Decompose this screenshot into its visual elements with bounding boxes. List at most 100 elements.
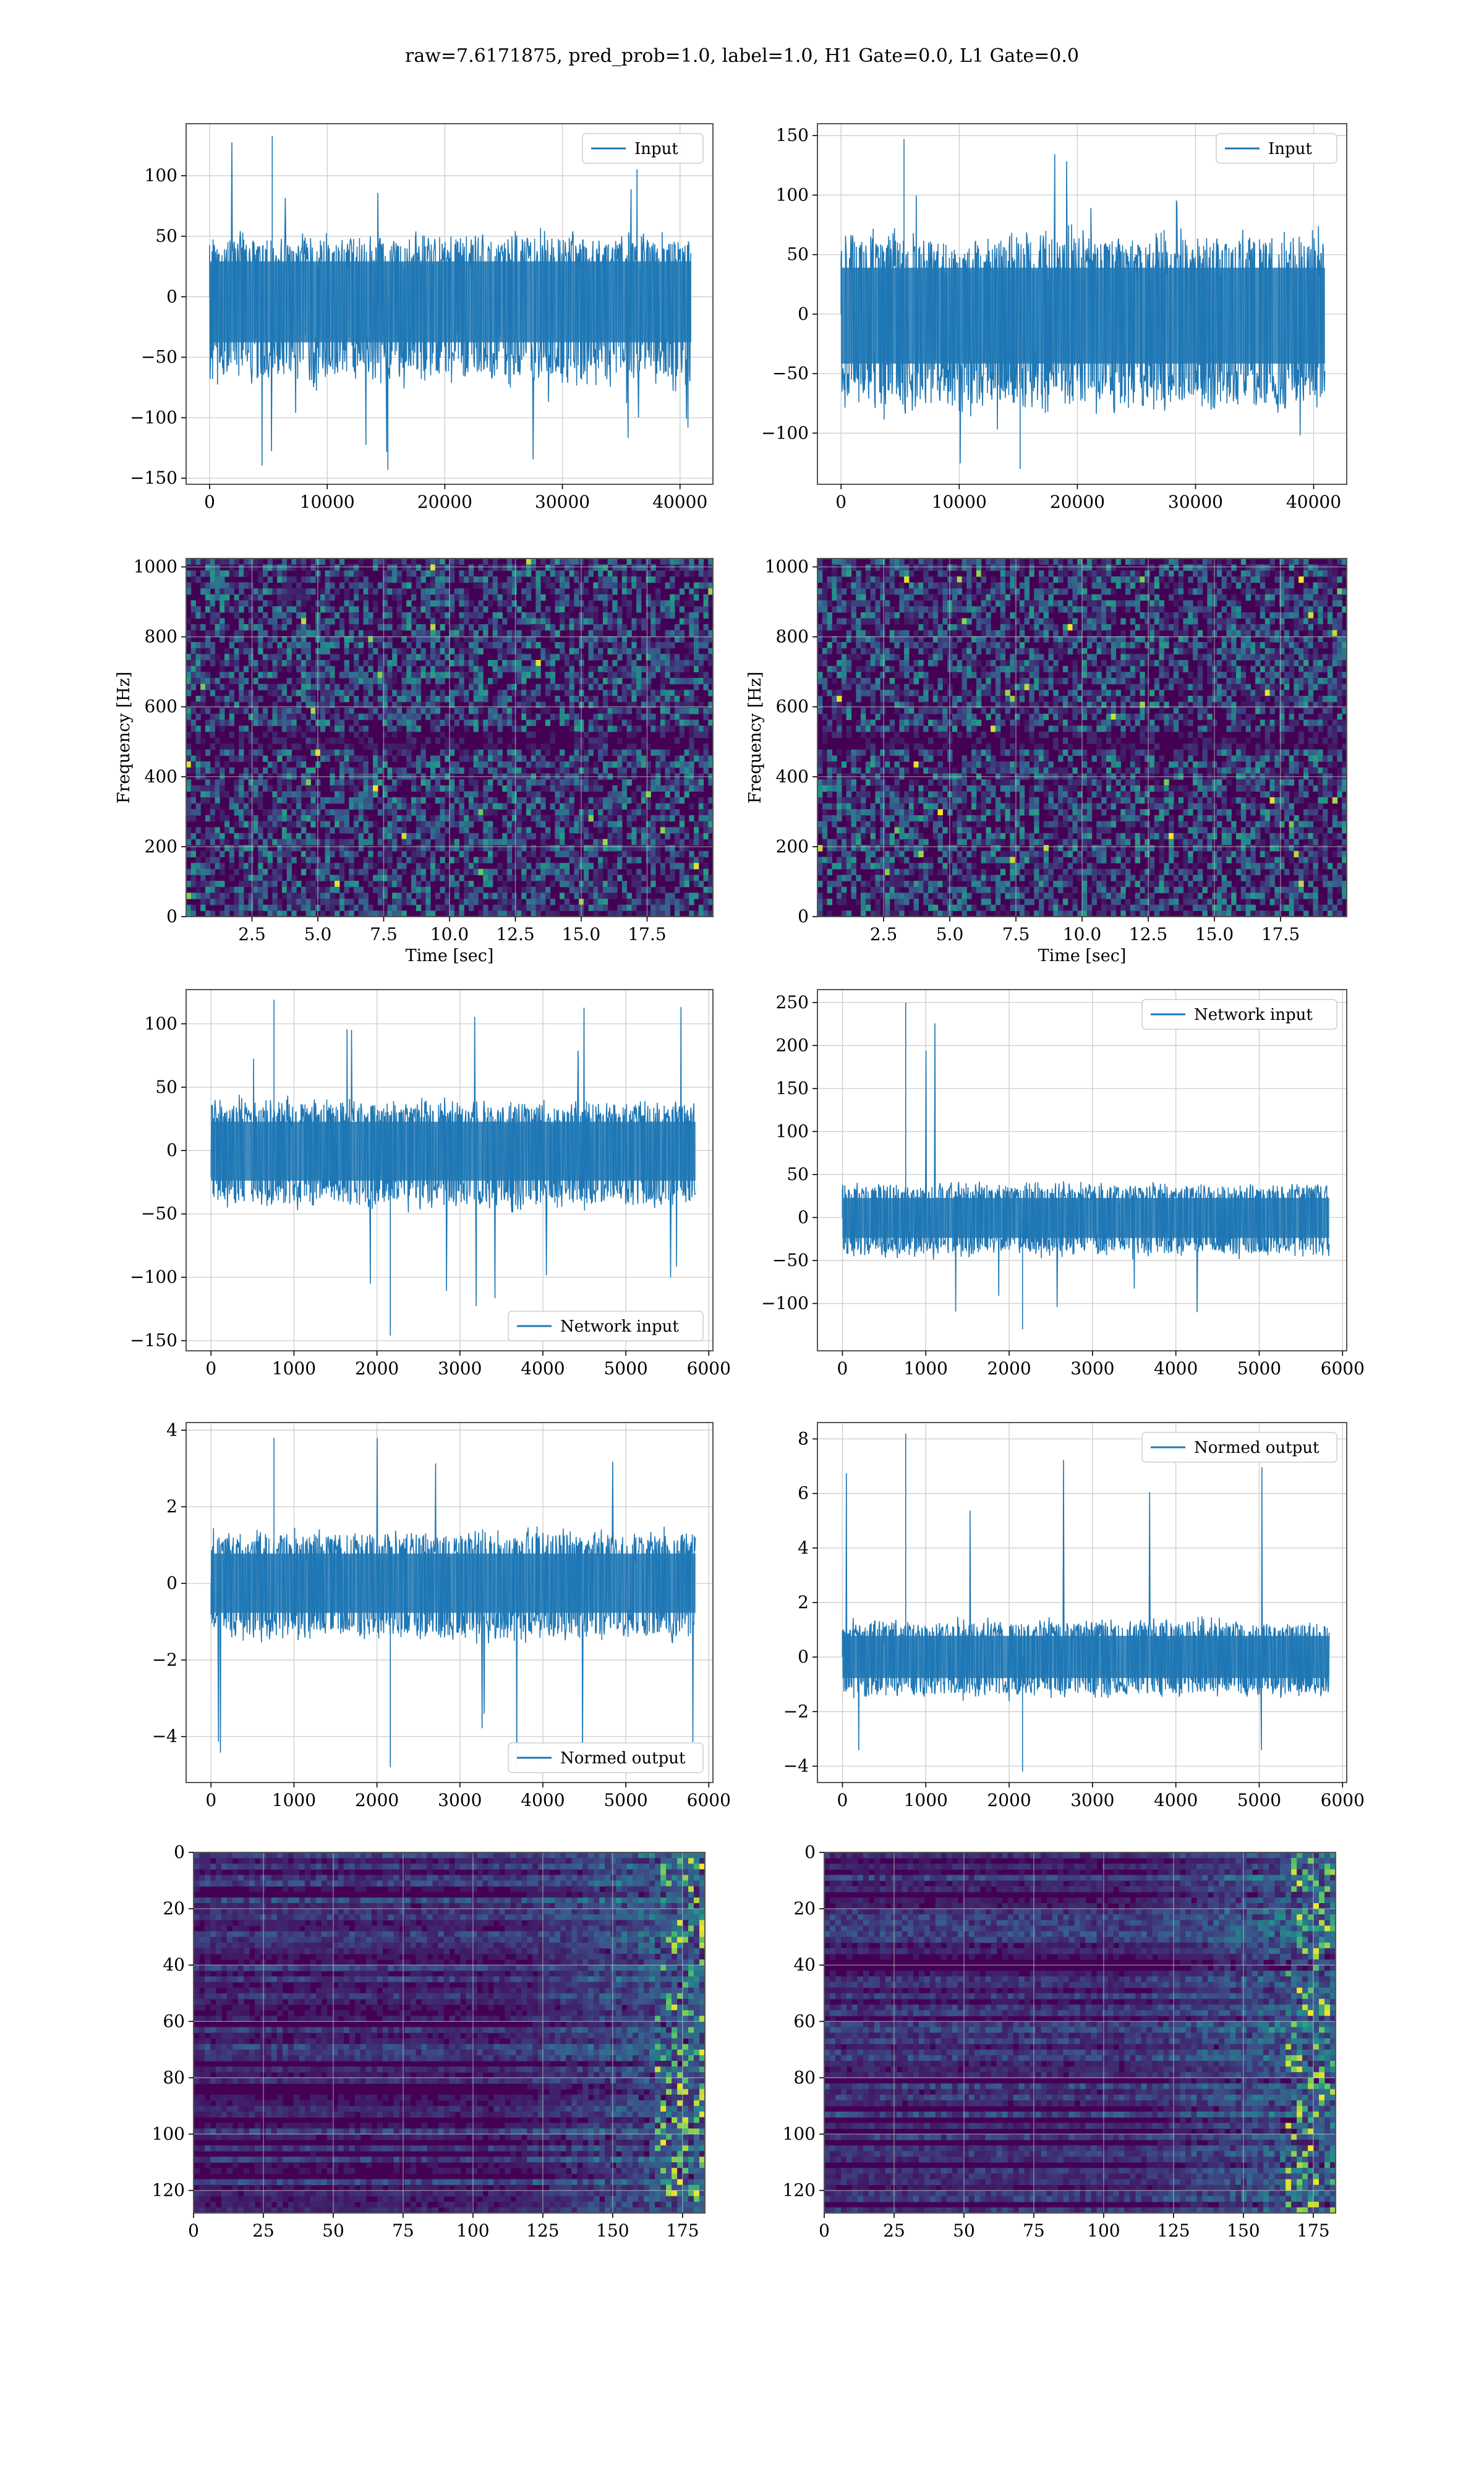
heatmap-cell: [1120, 618, 1126, 625]
heatmap-cell: [1240, 588, 1247, 595]
heatmap-cell: [454, 892, 459, 899]
heatmap-cell: [368, 708, 373, 714]
heatmap-cell: [344, 743, 349, 750]
heatmap-cell: [531, 899, 536, 905]
heatmap-cell: [291, 648, 297, 655]
heatmap-cell: [1159, 606, 1164, 613]
heatmap-cell: [564, 719, 570, 726]
heatmap-cell: [339, 570, 345, 577]
heatmap-cell: [215, 630, 220, 637]
heatmap-cell: [325, 868, 330, 876]
heatmap-cell: [363, 600, 369, 607]
heatmap-cell: [574, 618, 579, 625]
heatmap-cell: [354, 678, 359, 685]
heatmap-cell: [636, 726, 642, 732]
heatmap-cell: [411, 678, 417, 685]
heatmap-cell: [689, 696, 694, 703]
heatmap-cell: [483, 833, 488, 840]
heatmap-cell: [684, 761, 689, 768]
heatmap-cell: [670, 892, 675, 899]
y-tick-label: 200: [145, 836, 177, 857]
heatmap-cell: [602, 618, 608, 625]
heatmap-cell: [382, 713, 388, 721]
heatmap-cell: [607, 892, 613, 899]
heatmap-cell: [560, 833, 565, 840]
heatmap-cell: [670, 761, 675, 768]
heatmap-cell: [703, 892, 709, 899]
heatmap-cell: [335, 642, 340, 649]
heatmap-cell: [670, 899, 675, 905]
heatmap-cell: [650, 779, 656, 786]
heatmap-cell: [459, 654, 464, 661]
heatmap-cell: [320, 821, 326, 828]
heatmap-cell: [368, 648, 373, 655]
heatmap-cell: [626, 821, 632, 828]
heatmap-cell: [349, 726, 354, 732]
heatmap-cell: [1048, 594, 1054, 601]
heatmap-cell: [1284, 588, 1290, 595]
heatmap-cell: [670, 612, 675, 619]
heatmap-cell: [401, 899, 407, 905]
heatmap-cell: [708, 582, 713, 589]
heatmap-cell: [286, 618, 292, 625]
heatmap-cell: [646, 785, 651, 792]
heatmap-cell: [617, 666, 623, 672]
heatmap-cell: [1096, 582, 1102, 589]
heatmap-cell: [330, 701, 335, 708]
heatmap-cell: [598, 863, 603, 870]
heatmap-cell: [564, 612, 570, 619]
heatmap-cell: [607, 678, 613, 685]
heatmap-cell: [626, 654, 632, 661]
heatmap-cell: [354, 564, 359, 571]
heatmap-cell: [660, 899, 666, 905]
heatmap-cell: [459, 683, 464, 690]
heatmap-cell: [698, 821, 704, 828]
heatmap-cell: [598, 821, 603, 828]
x-tick-label: 17.5: [628, 924, 666, 944]
heatmap-cell: [899, 600, 905, 607]
heatmap-cell: [488, 678, 493, 685]
heatmap-cell: [564, 576, 570, 583]
heatmap-cell: [660, 683, 666, 690]
heatmap-cell: [506, 576, 513, 583]
heatmap-cell: [248, 559, 254, 565]
heatmap-cell: [1245, 612, 1251, 619]
heatmap-cell: [253, 886, 258, 894]
heatmap-cell: [1188, 612, 1193, 619]
heatmap-cell: [416, 868, 422, 876]
heatmap-cell: [626, 761, 632, 768]
heatmap-cell: [612, 726, 618, 732]
heatmap-cell: [607, 868, 613, 876]
heatmap-cell: [593, 850, 599, 858]
heatmap-cell: [1255, 576, 1261, 583]
heatmap-cell: [267, 719, 273, 726]
heatmap-cell: [516, 726, 522, 732]
heatmap-cell: [301, 594, 307, 601]
heatmap-cell: [435, 678, 441, 685]
heatmap-cell: [1067, 618, 1073, 625]
heatmap-cell: [660, 701, 666, 708]
heatmap-cell: [1145, 564, 1150, 571]
heatmap-cell: [670, 660, 675, 667]
heatmap-cell: [660, 726, 666, 732]
heatmap-cell: [243, 642, 249, 649]
heatmap-cell: [339, 821, 345, 828]
heatmap-cell: [411, 690, 417, 696]
heatmap-cell: [445, 737, 450, 744]
heatmap-cell: [363, 815, 369, 822]
heatmap-cell: [1029, 564, 1034, 571]
heatmap-cell: [612, 868, 618, 876]
heatmap-cell: [684, 713, 689, 721]
heatmap-cell: [1048, 588, 1054, 595]
heatmap-cell: [602, 582, 608, 589]
heatmap-cell: [291, 683, 297, 690]
heatmap-cell: [425, 678, 431, 685]
heatmap-cell: [1207, 594, 1213, 601]
heatmap-cell: [602, 642, 608, 649]
heatmap-cell: [516, 815, 522, 822]
heatmap-cell: [631, 845, 637, 852]
heatmap-cell: [612, 588, 618, 595]
heatmap-cell: [190, 761, 196, 768]
heatmap-cell: [550, 785, 555, 792]
heatmap-cell: [305, 648, 311, 655]
